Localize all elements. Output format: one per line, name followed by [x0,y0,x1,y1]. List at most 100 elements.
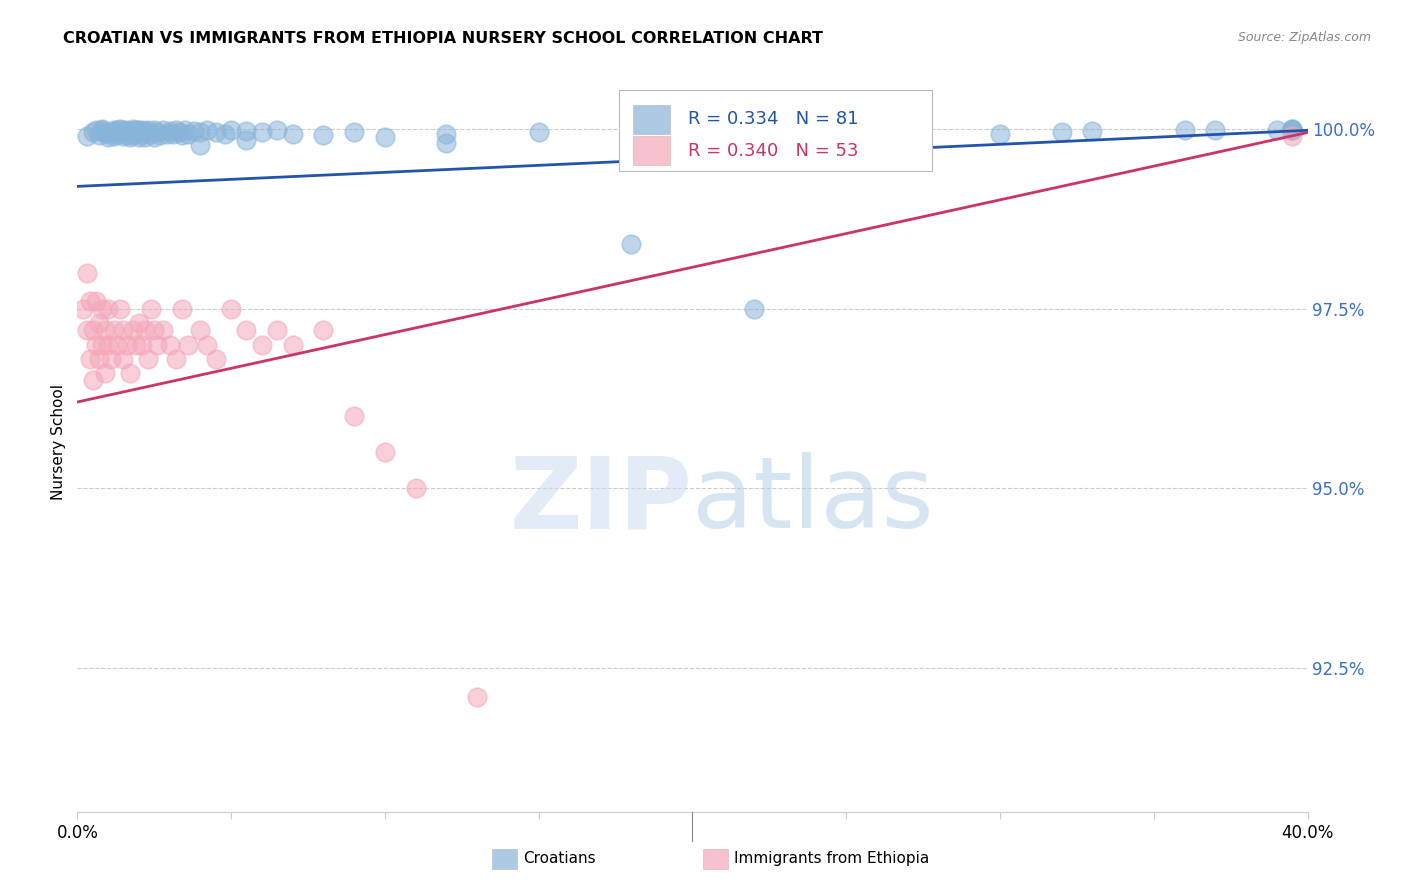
Point [131,122,153,136]
Point [266,323,288,337]
Point [152,323,174,337]
Point [177,127,200,141]
Point [141,127,163,141]
Point [97,130,120,145]
Point [188,323,212,337]
Point [312,323,335,337]
Point [112,129,135,144]
Point [97,337,120,351]
Point [97,127,120,141]
Point [162,127,184,141]
Point [121,121,143,136]
Point [90,121,114,136]
Text: R = 0.340   N = 53: R = 0.340 N = 53 [688,142,858,160]
Point [84,337,107,351]
Point [1281,121,1303,136]
Point [281,337,304,351]
Point [121,128,143,142]
Point [125,122,148,136]
Point [374,445,396,459]
Point [188,125,212,139]
Point [112,351,135,366]
Point [94,366,117,380]
Point [1281,121,1303,136]
Point [90,337,114,351]
Text: Source: ZipAtlas.com: Source: ZipAtlas.com [1237,31,1371,45]
Point [105,127,128,141]
Point [204,351,226,366]
Point [465,690,488,704]
Point [866,128,889,142]
Point [170,128,193,143]
Point [87,351,110,366]
Point [76,266,98,280]
Point [103,123,125,137]
Point [103,129,125,144]
Point [436,136,458,151]
Point [134,323,156,337]
Point [100,351,122,366]
Point [112,123,135,137]
Point [1050,125,1073,139]
Point [131,127,153,141]
Point [72,301,94,316]
Point [125,337,148,351]
Point [141,301,163,316]
Bar [634,136,671,165]
Point [159,124,181,138]
Point [90,123,114,137]
Point [527,125,550,139]
Point [82,374,104,388]
Point [374,130,396,145]
Point [152,123,174,137]
Point [136,351,159,366]
Point [1081,124,1104,138]
Bar [634,104,671,135]
Point [204,125,226,139]
Point [82,125,104,139]
Point [118,130,141,145]
Point [79,294,101,309]
Text: CROATIAN VS IMMIGRANTS FROM ETHIOPIA NURSERY SCHOOL CORRELATION CHART: CROATIAN VS IMMIGRANTS FROM ETHIOPIA NUR… [63,31,824,46]
Point [167,125,190,139]
Point [118,124,141,138]
Point [97,301,120,316]
Point [188,137,212,152]
Point [118,366,141,380]
Point [110,301,132,316]
Point [82,323,104,337]
Point [250,125,273,139]
Point [219,301,242,316]
Point [1174,123,1197,137]
Point [146,125,169,139]
Point [79,351,101,366]
Point [281,127,304,141]
Point [84,294,107,309]
Point [250,337,273,351]
Point [897,133,920,147]
Point [112,323,135,337]
Point [115,128,138,142]
Point [115,337,138,351]
Point [121,323,143,337]
Text: Croatians: Croatians [523,851,596,865]
Point [620,129,643,144]
Point [1204,123,1226,137]
Point [155,127,177,141]
Point [235,124,257,138]
Text: R = 0.334   N = 81: R = 0.334 N = 81 [688,111,858,128]
Point [105,337,128,351]
Point [146,337,169,351]
Point [266,123,288,137]
Point [143,123,166,137]
Point [195,123,218,137]
Point [143,130,166,145]
Point [343,125,366,139]
Point [94,323,117,337]
Point [235,323,257,337]
Point [76,323,98,337]
Point [620,236,643,251]
Point [87,316,110,330]
Point [1281,129,1303,144]
Point [84,123,107,137]
